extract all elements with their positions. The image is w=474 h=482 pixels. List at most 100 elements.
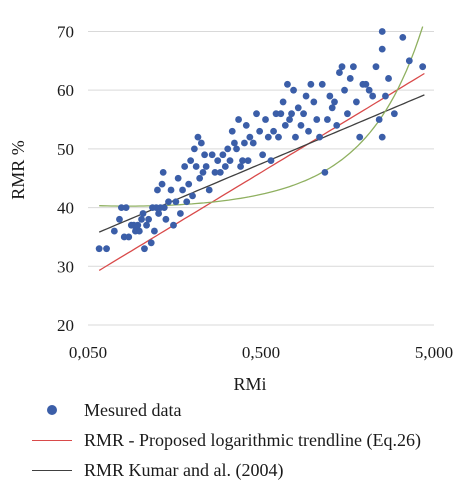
data-point — [324, 116, 331, 123]
data-point — [216, 168, 224, 176]
data-point — [362, 80, 370, 88]
data-point — [378, 45, 386, 53]
data-point — [237, 163, 244, 170]
data-point — [244, 157, 252, 165]
data-point — [286, 116, 293, 123]
data-point — [139, 210, 147, 217]
trendline — [98, 94, 425, 233]
data-point — [385, 75, 392, 82]
data-point — [162, 215, 170, 223]
data-point — [284, 80, 291, 88]
data-point — [305, 127, 312, 135]
data-point — [419, 63, 427, 71]
data-point — [233, 145, 240, 153]
data-point — [256, 127, 264, 135]
tick-labels: 20 30 40 50 60 70 0,050 0,500 5,000 — [57, 22, 453, 362]
y-axis-title: RMR % — [8, 140, 28, 200]
data-point — [159, 168, 167, 176]
y-tick-label: 50 — [57, 140, 74, 159]
data-point — [336, 69, 343, 76]
data-point — [267, 157, 275, 165]
data-point — [110, 227, 118, 235]
data-point — [172, 198, 180, 206]
data-point — [231, 139, 238, 147]
data-point — [328, 104, 336, 112]
data-point — [353, 98, 360, 106]
data-point — [294, 104, 302, 112]
data-point — [275, 133, 282, 141]
data-point — [375, 116, 383, 123]
data-point — [187, 157, 195, 165]
data-point — [135, 227, 143, 235]
data-point — [194, 133, 202, 141]
data-point — [346, 75, 354, 82]
data-point — [141, 245, 148, 253]
data-point — [151, 227, 158, 235]
data-point — [310, 98, 318, 106]
data-point — [316, 133, 323, 141]
x-axis-title: RMi — [233, 374, 266, 394]
data-point — [221, 163, 229, 170]
data-point — [181, 163, 189, 170]
data-point — [174, 174, 182, 182]
data-point — [224, 145, 232, 153]
y-tick-label: 60 — [57, 81, 74, 100]
data-point — [356, 133, 364, 141]
data-point — [300, 110, 307, 118]
data-point — [344, 110, 351, 118]
data-point — [197, 139, 205, 147]
data-point — [365, 86, 373, 94]
data-point — [143, 221, 150, 229]
x-tick-label: 0,500 — [242, 343, 280, 362]
data-point — [170, 221, 177, 229]
data-point — [103, 245, 110, 253]
data-point — [122, 204, 130, 211]
data-point — [199, 168, 207, 176]
data-point — [277, 110, 285, 118]
data-point — [134, 221, 142, 229]
data-point — [349, 63, 357, 71]
data-point — [307, 80, 315, 88]
data-point — [125, 233, 133, 241]
data-point — [154, 186, 161, 194]
data-point — [249, 139, 257, 147]
y-tick-label: 20 — [57, 316, 74, 335]
data-point — [138, 215, 145, 223]
data-point — [118, 204, 125, 211]
data-point — [192, 163, 200, 170]
data-point — [147, 239, 155, 247]
data-point — [196, 174, 204, 182]
data-point — [326, 92, 334, 100]
data-point — [205, 186, 213, 194]
data-point — [372, 63, 380, 71]
data-point — [211, 168, 219, 176]
data-point — [208, 151, 216, 159]
data-points — [95, 28, 427, 253]
data-point — [369, 92, 377, 100]
data-point — [242, 122, 250, 129]
x-tick-label: 0,050 — [69, 343, 107, 362]
data-point — [185, 180, 193, 188]
data-point — [167, 186, 175, 194]
data-point — [201, 151, 208, 159]
x-tick-label: 5,000 — [415, 343, 453, 362]
data-point — [95, 245, 103, 253]
data-point — [318, 80, 326, 88]
data-point — [202, 163, 210, 170]
data-point — [292, 133, 299, 141]
data-point — [190, 145, 198, 153]
data-point — [259, 151, 267, 159]
data-point — [239, 157, 246, 165]
data-point — [290, 86, 297, 94]
data-point — [281, 122, 289, 129]
data-point — [160, 204, 168, 211]
y-tick-label: 40 — [57, 199, 74, 218]
data-point — [183, 198, 191, 206]
data-point — [189, 192, 196, 200]
y-tick-label: 30 — [57, 257, 74, 276]
data-point — [279, 98, 287, 106]
data-point — [226, 157, 234, 165]
data-point — [378, 133, 386, 141]
data-point — [235, 116, 242, 123]
data-point — [378, 28, 386, 35]
